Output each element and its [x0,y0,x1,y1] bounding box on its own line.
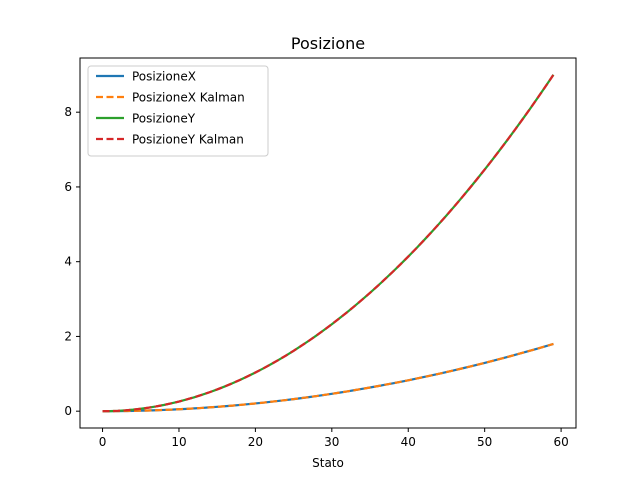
x-tick-label: 40 [401,435,416,449]
x-tick-label: 10 [171,435,186,449]
y-tick-label: 0 [64,404,72,418]
plot-lines [102,74,555,413]
legend-label: PosizioneX Kalman [132,91,245,105]
x-tick-label: 30 [324,435,339,449]
x-tick-label: 60 [553,435,568,449]
legend-box [87,65,269,157]
x-axis-ticks: 0 10 20 30 40 50 60 [99,428,569,449]
legend-label: PosizioneX [132,70,196,84]
x-tick-label: 0 [99,435,107,449]
y-tick-label: 8 [64,105,72,119]
x-tick-label: 20 [248,435,263,449]
axes-frame [79,57,577,429]
series-line-posizionex-kalman [102,342,554,413]
legend-label: PosizioneY [132,112,196,126]
x-axis-label: Stato [312,456,344,470]
y-tick-label: 6 [64,180,72,194]
chart-title: Posizione [291,34,365,53]
y-axis-ticks: 0 2 4 6 8 [64,105,80,418]
legend-label: PosizioneY Kalman [132,133,244,147]
legend: PosizioneX PosizioneX Kalman PosizioneY Pos… [87,65,269,157]
x-tick-label: 50 [477,435,492,449]
series-line-posizioney-kalman [102,74,555,413]
y-tick-label: 4 [64,255,72,269]
y-tick-label: 2 [64,329,72,343]
